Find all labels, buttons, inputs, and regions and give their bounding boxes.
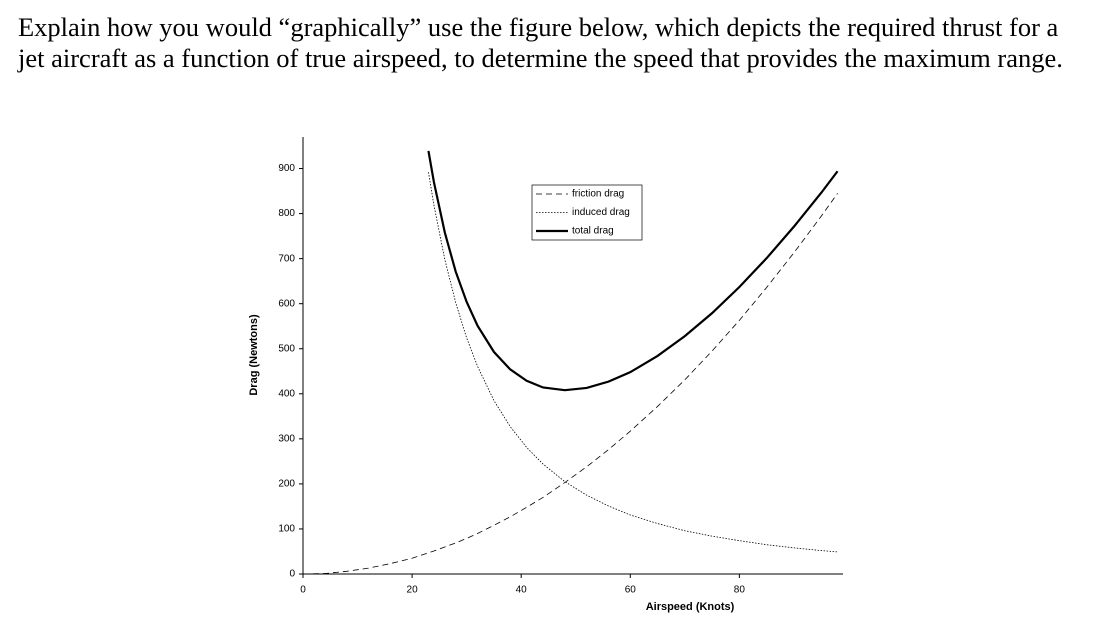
- series-line: [427, 150, 839, 392]
- y-tick-label: 600: [278, 298, 295, 309]
- legend-label: total drag: [572, 226, 614, 237]
- legend-label: induced drag: [572, 207, 630, 218]
- legend-label: friction drag: [572, 189, 624, 200]
- x-tick-label: 40: [516, 585, 528, 596]
- y-tick-label: 700: [278, 253, 295, 264]
- y-tick-label: 400: [278, 388, 295, 399]
- y-tick-label: 300: [278, 433, 295, 444]
- x-tick-label: 20: [407, 585, 419, 596]
- x-tick-label: 80: [734, 585, 746, 596]
- x-tick-label: 60: [625, 585, 637, 596]
- y-tick-label: 500: [278, 343, 295, 354]
- x-axis-label: Airspeed (Knots): [646, 601, 735, 613]
- series-line: [428, 172, 838, 553]
- y-axis-label: Drag (Newtons): [248, 314, 260, 396]
- y-tick-label: 900: [278, 163, 295, 174]
- y-tick-label: 0: [289, 569, 295, 580]
- y-tick-label: 800: [278, 208, 295, 219]
- series-line: [302, 193, 838, 575]
- question-text: Explain how you would “graphically” use …: [18, 12, 1063, 73]
- x-tick-label: 0: [300, 585, 306, 596]
- y-tick-label: 200: [278, 479, 295, 490]
- y-tick-label: 100: [278, 524, 295, 535]
